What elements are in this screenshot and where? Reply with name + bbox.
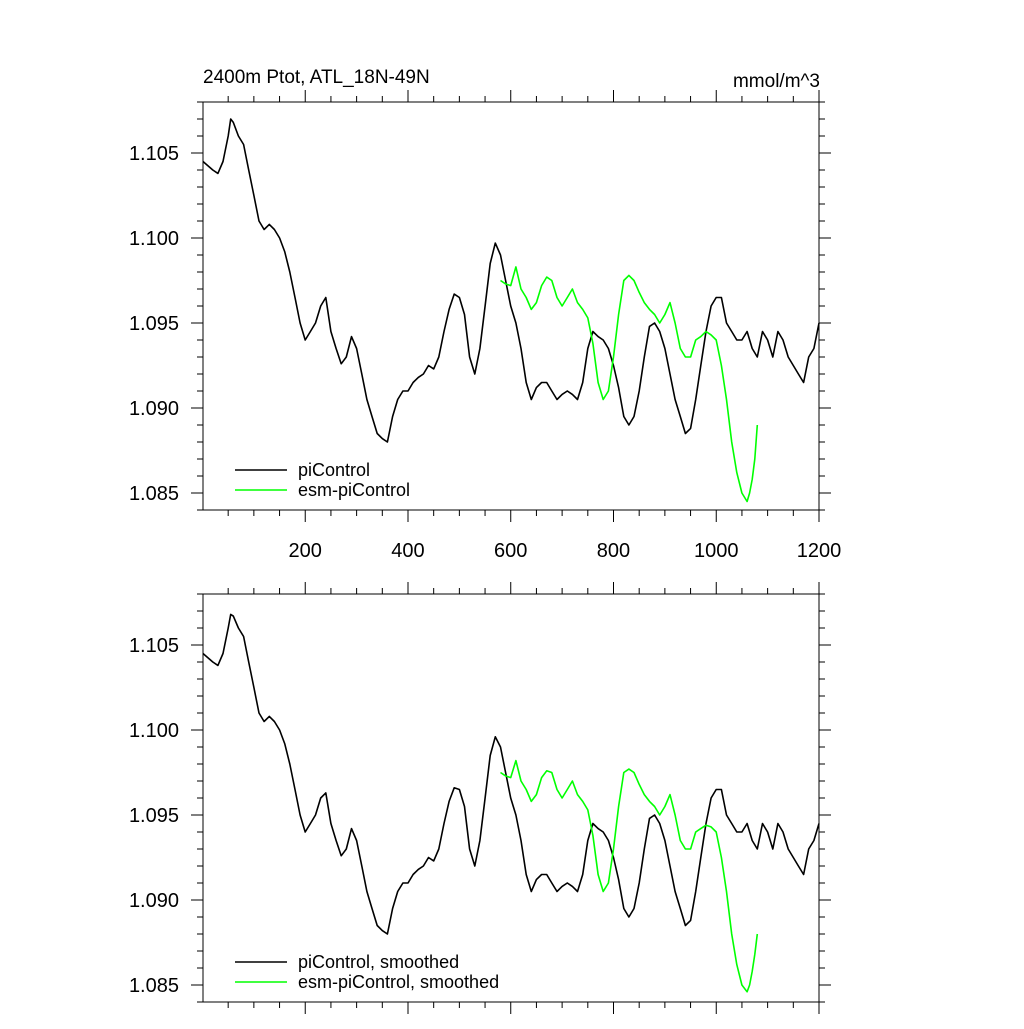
legend-label-picontrol-smoothed: piControl, smoothed [298, 952, 459, 972]
legend: piControl, smoothed esm-piControl, smoot… [235, 952, 499, 992]
y-tick-label: 1.095 [129, 313, 179, 335]
y-tick-label: 1.095 [129, 805, 179, 827]
series-lines [202, 118, 820, 503]
x-tick-label: 1200 [797, 540, 842, 562]
series-line-esm-picontrol [500, 266, 759, 503]
top-panel: 2400m Ptot, ATL_18N-49N mmol/m^3 1.0851.… [129, 67, 841, 562]
y-tick-label: 1.085 [129, 483, 179, 505]
series-line-picontrol-smoothed [202, 613, 820, 935]
x-tick-label: 600 [494, 540, 527, 562]
x-tick-label: 200 [289, 540, 322, 562]
x-tick-label: 400 [391, 540, 424, 562]
y-tick-label: 1.100 [129, 720, 179, 742]
series-line-esm-picontrol-smoothed [500, 759, 759, 993]
y-tick-label: 1.090 [129, 890, 179, 912]
y-tick-label: 1.085 [129, 975, 179, 997]
legend-label-esm-picontrol: esm-piControl [298, 480, 410, 500]
legend-label-esm-picontrol-smoothed: esm-piControl, smoothed [298, 972, 499, 992]
series-lines [202, 613, 820, 993]
chart-title: 2400m Ptot, ATL_18N-49N [203, 67, 430, 88]
legend-label-picontrol: piControl [298, 460, 370, 480]
units-label: mmol/m^3 [733, 71, 820, 92]
x-tick-label: 1000 [694, 540, 739, 562]
bottom-panel: 1.085 1.090 1.095 1.100 1.105 piControl, smo… [129, 582, 831, 1014]
axis-ticks [191, 582, 831, 1014]
axis-tick-labels: 1.085 1.090 1.095 1.100 1.105 200 400 600 800 100… [129, 143, 841, 562]
axis-tick-labels: 1.085 1.090 1.095 1.100 1.105 [129, 635, 179, 997]
legend: piControl esm-piControl [235, 460, 410, 500]
x-tick-label: 800 [597, 540, 630, 562]
y-tick-label: 1.100 [129, 228, 179, 250]
series-line-picontrol [202, 118, 820, 443]
axis-ticks [191, 90, 831, 522]
y-tick-label: 1.090 [129, 398, 179, 420]
y-tick-label: 1.105 [129, 635, 179, 657]
y-tick-label: 1.105 [129, 143, 179, 165]
